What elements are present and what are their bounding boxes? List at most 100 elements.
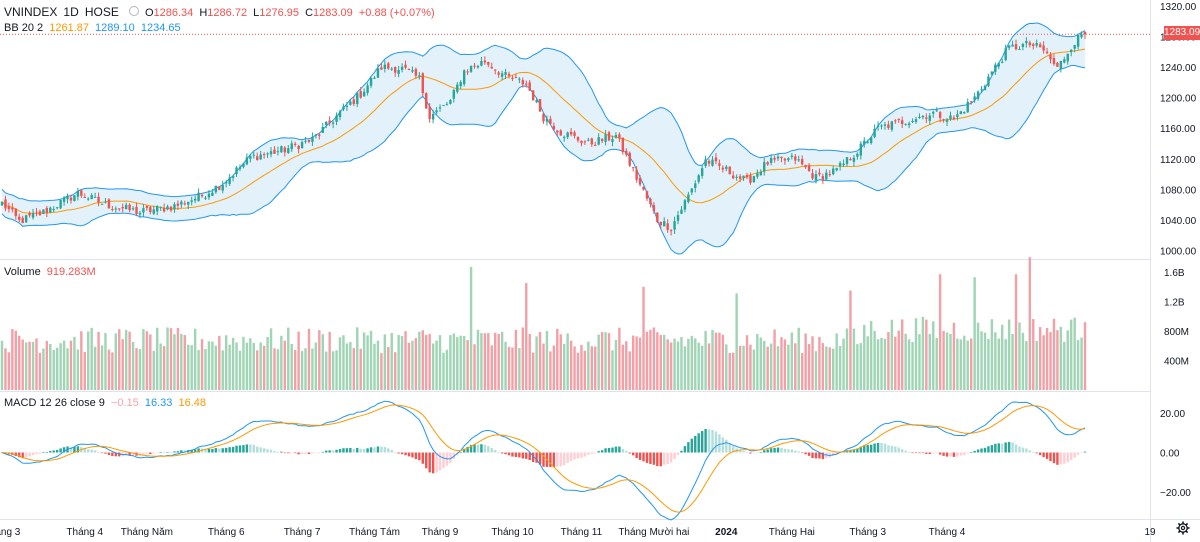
- candle-body: [1059, 60, 1063, 69]
- macd-histogram-bar: [162, 452, 166, 454]
- volume-bar: [869, 320, 873, 390]
- volume-bar: [231, 337, 235, 390]
- volume-bar: [1080, 337, 1083, 390]
- candle-body: [990, 71, 994, 75]
- candle-body: [207, 193, 211, 198]
- candle-body: [83, 197, 86, 199]
- macd-histogram-bar: [828, 452, 831, 458]
- volume-bar: [952, 322, 956, 390]
- volume-bar: [780, 337, 783, 390]
- candle-body: [638, 177, 642, 185]
- candle-body: [518, 78, 521, 80]
- candle-body: [114, 208, 118, 210]
- volume-bar: [914, 318, 918, 390]
- symbol-name[interactable]: VNINDEX: [4, 5, 58, 19]
- candle-body: [511, 77, 514, 79]
- macd-histogram-bar: [59, 448, 62, 453]
- volume-bar: [576, 352, 580, 390]
- volume-bar: [873, 330, 876, 390]
- volume-bar: [797, 327, 800, 390]
- macd-histogram-bar: [342, 448, 345, 453]
- candle-body: [1052, 58, 1056, 65]
- candle-body: [890, 121, 894, 130]
- symbol-legend: VNINDEX 1D HOSE O1286.34 H1286.72 L1276.…: [4, 5, 438, 19]
- volume-bar: [607, 333, 611, 390]
- macd-histogram-bar: [987, 446, 990, 453]
- volume-bar: [883, 338, 887, 390]
- volume-bar: [938, 274, 942, 390]
- macd-histogram-bar: [969, 452, 973, 453]
- candle-body: [1073, 45, 1076, 49]
- macd-histogram-bar: [687, 442, 690, 453]
- candle-body: [669, 230, 673, 232]
- volume-bar: [521, 327, 525, 390]
- volume-bar: [590, 346, 593, 390]
- open-value: 1286.34: [153, 7, 194, 19]
- candle-body: [366, 85, 369, 93]
- candle-body: [562, 136, 566, 138]
- candle-body: [331, 122, 335, 124]
- candle-body: [752, 176, 756, 183]
- macd-histogram-bar: [990, 445, 994, 453]
- volume-bar: [656, 332, 659, 390]
- volume-bar: [711, 329, 714, 390]
- macd-histogram-bar: [797, 451, 800, 453]
- macd-histogram-bar: [311, 452, 314, 454]
- gear-icon[interactable]: [1176, 521, 1190, 538]
- volume-bar: [328, 331, 331, 390]
- macd-histogram-bar: [62, 447, 66, 453]
- candle-body: [35, 212, 38, 214]
- volume-legend[interactable]: Volume 919.283M: [4, 266, 99, 278]
- volume-bar: [18, 335, 21, 390]
- candle-body: [718, 163, 721, 166]
- candle-body: [325, 121, 328, 125]
- macd-histogram-bar: [221, 448, 224, 453]
- interval-label[interactable]: 1D: [63, 5, 79, 19]
- candle-body: [980, 89, 983, 91]
- volume-bar: [863, 324, 866, 390]
- candle-body: [59, 200, 62, 209]
- volume-bar: [269, 328, 273, 390]
- time-axis-label: Tháng Tám: [349, 527, 400, 538]
- volume-bar: [562, 343, 566, 390]
- macd-histogram-bar: [462, 448, 466, 453]
- macd-histogram-bar: [366, 448, 369, 453]
- volume-bar: [818, 336, 821, 390]
- macd-histogram-bar: [207, 449, 211, 453]
- candle-body: [262, 154, 266, 156]
- volume-bar: [135, 348, 138, 390]
- volume-bar: [407, 342, 411, 390]
- volume-bar: [45, 341, 49, 390]
- macd-histogram-bar: [1069, 452, 1073, 460]
- volume-bar: [1049, 332, 1052, 390]
- macd-histogram-bar: [290, 452, 293, 454]
- candle-body: [649, 199, 652, 205]
- macd-histogram-bar: [159, 452, 162, 453]
- macd-histogram-bar: [714, 431, 718, 453]
- volume-bar: [383, 334, 387, 390]
- macd-histogram-bar: [307, 452, 311, 454]
- macd-histogram-bar: [759, 452, 762, 453]
- macd-histogram-bar: [321, 451, 324, 453]
- volume-bar: [666, 339, 669, 390]
- macd-histogram-bar: [100, 452, 104, 454]
- macd-histogram-bar: [949, 452, 952, 457]
- macd-histogram-bar: [49, 450, 52, 453]
- macd-histogram-bar: [42, 452, 45, 453]
- macd-histogram-bar: [224, 447, 228, 453]
- volume-bar: [1028, 257, 1032, 390]
- volume-bar: [1042, 335, 1045, 390]
- candle-body: [569, 131, 573, 135]
- bb-fill: [2, 22, 1085, 255]
- candle-body: [369, 77, 373, 86]
- bb-legend[interactable]: BB 20 2 1261.87 1289.10 1234.65: [4, 22, 184, 34]
- macd-histogram-bar: [704, 429, 707, 453]
- time-axis-label: Tháng 10: [491, 527, 534, 538]
- macd-legend[interactable]: MACD 12 26 close 9 −0.15 16.33 16.48: [4, 397, 209, 409]
- candle-body: [66, 195, 69, 200]
- candle-body: [814, 174, 818, 181]
- volume-bar: [849, 290, 852, 390]
- candle-body: [759, 171, 762, 176]
- macd-histogram-bar: [352, 448, 356, 453]
